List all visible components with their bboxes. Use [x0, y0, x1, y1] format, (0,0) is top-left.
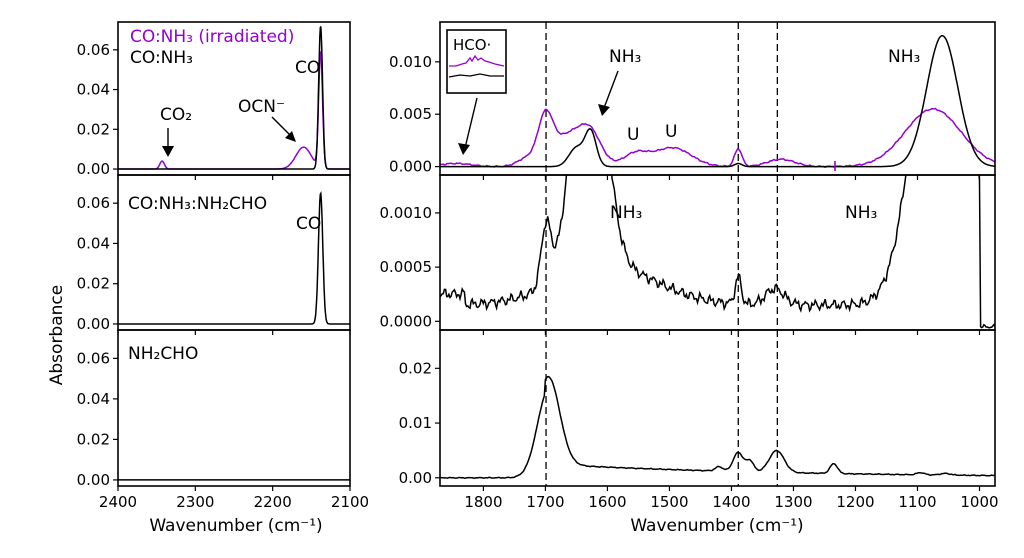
y-tick-label: 0.0005 — [380, 258, 433, 276]
y-tick-label: 0.06 — [77, 349, 110, 367]
series-line-reference — [118, 26, 350, 170]
label-nh3-mid-b: NH₃ — [845, 203, 877, 223]
x-axis-label-right: Wavenumber (cm⁻¹) — [630, 516, 803, 536]
series-line-spectrum — [118, 190, 350, 325]
label-u1: U — [627, 125, 639, 145]
y-tick-label: 0.00 — [399, 469, 432, 487]
y-tick-label: 0.06 — [77, 194, 110, 212]
label-nh3-top-b: NH₃ — [888, 47, 920, 67]
x-tick-label: 2300 — [176, 493, 214, 511]
inset-reference-trace — [448, 73, 504, 78]
y-tick-label: 0.06 — [77, 41, 110, 59]
series-line-spectrum — [440, 375, 995, 480]
axes-frame — [117, 329, 351, 487]
arrowhead-inset — [458, 143, 470, 155]
x-tick-label: 1400 — [712, 493, 750, 511]
y-tick-label: 0.005 — [389, 105, 432, 123]
inset-frame — [446, 29, 507, 94]
arrowhead-ocn — [285, 131, 296, 142]
panel-bottom-right: 0.00 0.01 0.02 1800 1700 1600 1500 1400 1300 1200… — [399, 329, 999, 511]
y-tick-label: 0.00 — [77, 471, 110, 489]
label-nh3-top-a: NH₃ — [609, 47, 641, 67]
x-tick-label: 1700 — [526, 493, 564, 511]
x-tick-label: 1000 — [960, 493, 998, 511]
y-tick-label: 0.04 — [77, 234, 110, 252]
label-ocn: OCN⁻ — [238, 97, 285, 117]
label-co2: CO₂ — [160, 105, 192, 125]
arrow-nh3-top — [603, 70, 619, 109]
y-tick-label: 0.02 — [77, 120, 110, 138]
x-tick-label: 1600 — [588, 493, 626, 511]
x-tick-label: 2100 — [331, 493, 369, 511]
y-tick-label: 0.01 — [399, 414, 432, 432]
panel-top-left: 0.00 0.02 0.04 0.06 — [77, 21, 351, 180]
axes-frame — [439, 21, 996, 176]
axes-frame — [439, 329, 996, 487]
legend-reference: CO:NH₃ — [130, 48, 193, 68]
series-line-reference — [440, 34, 995, 168]
y-tick-label: 0.010 — [389, 53, 432, 71]
label-co-top: CO — [295, 58, 320, 78]
y-tick-label: 0.00 — [77, 160, 110, 178]
label-co-mid: CO — [296, 214, 321, 234]
y-tick-label: 0.02 — [77, 430, 110, 448]
x-tick-label: 2400 — [99, 493, 137, 511]
y-tick-label: 0.0000 — [380, 312, 433, 330]
x-tick-label: 1300 — [774, 493, 812, 511]
panel-bottom-left: 0.00 0.02 0.04 0.06 2400 2300 2200 2100 — [77, 329, 369, 511]
x-tick-label: 1500 — [650, 493, 688, 511]
panel-middle-right: 0.0000 0.0005 0.0010 — [380, 174, 996, 335]
arrowhead-nh3-top — [598, 104, 610, 116]
y-tick-label: 0.02 — [399, 359, 432, 377]
inset-label-hco: HCO· — [453, 36, 491, 54]
arrowhead-co2 — [162, 146, 174, 157]
x-tick-label: 1200 — [836, 493, 874, 511]
y-tick-label: 0.00 — [77, 315, 110, 333]
y-tick-label: 0.0010 — [380, 204, 433, 222]
arrow-ocn — [271, 116, 293, 138]
arrow-inset — [464, 97, 478, 149]
label-u2: U — [665, 122, 677, 142]
y-tick-label: 0.02 — [77, 275, 110, 293]
label-nh3-mid-a: NH₃ — [610, 203, 642, 223]
x-tick-label: 1800 — [464, 493, 502, 511]
inset-irradiated-trace — [449, 54, 505, 67]
y-tick-label: 0.04 — [77, 390, 110, 408]
axes-frame — [439, 174, 996, 331]
y-tick-label: 0.000 — [389, 158, 432, 176]
series-line-irradiated — [440, 107, 995, 169]
bot-left-title: NH₂CHO — [128, 344, 198, 364]
x-tick-label: 1100 — [898, 493, 936, 511]
x-axis-label-left: Wavenumber (cm⁻¹) — [149, 516, 322, 536]
series-line-spectrum — [440, 175, 995, 329]
y-tick-label: 0.04 — [77, 81, 110, 99]
y-axis-label: Absorbance — [47, 285, 67, 385]
mid-left-title: CO:NH₃:NH₂CHO — [128, 194, 267, 214]
legend-irradiated: CO:NH₃ (irradiated) — [130, 27, 294, 47]
x-tick-label: 2200 — [254, 493, 292, 511]
